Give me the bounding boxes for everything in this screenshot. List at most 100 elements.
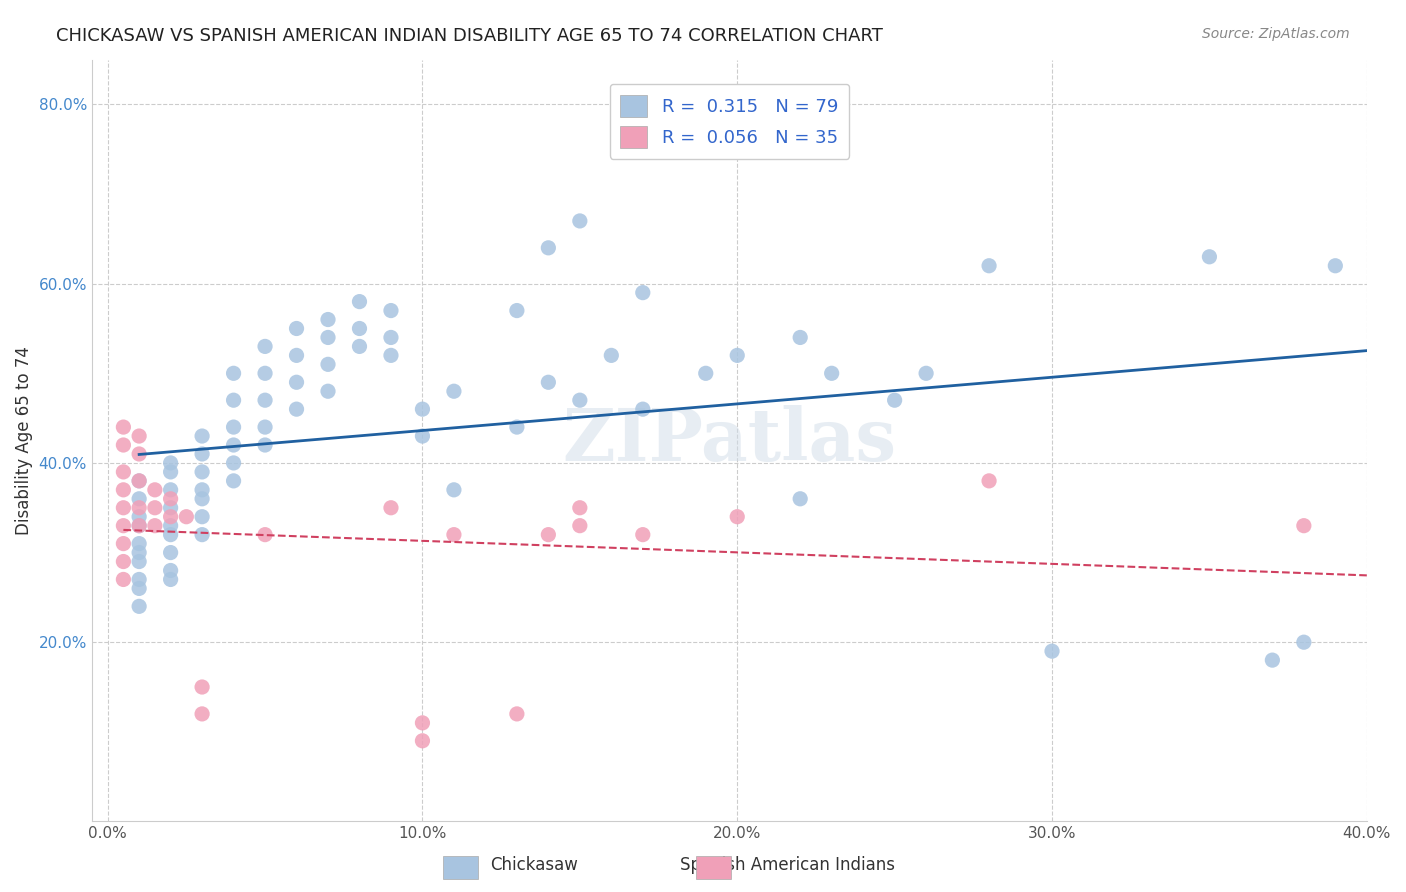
- Point: [159, 573, 181, 587]
- Point: [128, 429, 150, 443]
- Point: [112, 438, 135, 452]
- Point: [222, 438, 245, 452]
- Point: [789, 491, 811, 506]
- Point: [537, 376, 560, 390]
- Point: [411, 429, 433, 443]
- Point: [191, 465, 214, 479]
- Point: [128, 518, 150, 533]
- Point: [159, 491, 181, 506]
- Point: [254, 420, 277, 434]
- Point: [254, 367, 277, 381]
- Point: [191, 429, 214, 443]
- Point: [112, 518, 135, 533]
- Point: [112, 536, 135, 550]
- Point: [112, 573, 135, 587]
- Point: [380, 330, 402, 344]
- Point: [128, 509, 150, 524]
- Point: [568, 393, 591, 408]
- Point: [316, 384, 339, 399]
- Point: [631, 527, 654, 541]
- Point: [128, 500, 150, 515]
- Point: [443, 527, 465, 541]
- Point: [128, 545, 150, 559]
- Legend: R =  0.315   N = 79, R =  0.056   N = 35: R = 0.315 N = 79, R = 0.056 N = 35: [610, 84, 849, 159]
- Point: [222, 367, 245, 381]
- Point: [316, 330, 339, 344]
- Point: [411, 715, 433, 730]
- Point: [349, 321, 371, 335]
- Text: Source: ZipAtlas.com: Source: ZipAtlas.com: [1202, 27, 1350, 41]
- Point: [1292, 518, 1315, 533]
- Point: [128, 474, 150, 488]
- Point: [380, 500, 402, 515]
- Point: [316, 357, 339, 371]
- Point: [222, 474, 245, 488]
- Point: [143, 500, 166, 515]
- Point: [159, 527, 181, 541]
- Point: [159, 465, 181, 479]
- Point: [159, 483, 181, 497]
- Point: [143, 483, 166, 497]
- Point: [1198, 250, 1220, 264]
- Point: [1040, 644, 1063, 658]
- Point: [159, 509, 181, 524]
- Point: [631, 285, 654, 300]
- Point: [506, 420, 529, 434]
- Point: [411, 733, 433, 747]
- Point: [191, 680, 214, 694]
- Point: [222, 420, 245, 434]
- Point: [1292, 635, 1315, 649]
- Point: [191, 527, 214, 541]
- Point: [285, 402, 308, 417]
- Point: [254, 438, 277, 452]
- Point: [191, 491, 214, 506]
- Point: [128, 555, 150, 569]
- Point: [380, 303, 402, 318]
- Point: [568, 500, 591, 515]
- Point: [411, 402, 433, 417]
- Point: [1324, 259, 1347, 273]
- Point: [222, 393, 245, 408]
- Y-axis label: Disability Age 65 to 74: Disability Age 65 to 74: [15, 346, 32, 535]
- Point: [349, 339, 371, 353]
- Point: [112, 465, 135, 479]
- Point: [128, 474, 150, 488]
- Point: [977, 474, 1000, 488]
- Point: [191, 483, 214, 497]
- Point: [537, 241, 560, 255]
- Point: [883, 393, 905, 408]
- Point: [222, 456, 245, 470]
- Point: [789, 330, 811, 344]
- Point: [537, 527, 560, 541]
- Text: ZIPatlas: ZIPatlas: [562, 405, 897, 476]
- Point: [821, 367, 844, 381]
- Point: [159, 518, 181, 533]
- Point: [506, 706, 529, 721]
- Point: [285, 348, 308, 362]
- Point: [254, 339, 277, 353]
- Point: [254, 393, 277, 408]
- Point: [128, 491, 150, 506]
- Point: [725, 509, 748, 524]
- Text: CHICKASAW VS SPANISH AMERICAN INDIAN DISABILITY AGE 65 TO 74 CORRELATION CHART: CHICKASAW VS SPANISH AMERICAN INDIAN DIS…: [56, 27, 883, 45]
- Point: [176, 509, 198, 524]
- Text: Spanish American Indians: Spanish American Indians: [681, 856, 894, 874]
- Point: [112, 555, 135, 569]
- Point: [568, 518, 591, 533]
- Point: [380, 348, 402, 362]
- Point: [915, 367, 938, 381]
- Point: [159, 500, 181, 515]
- Point: [631, 402, 654, 417]
- Point: [568, 214, 591, 228]
- Text: Chickasaw: Chickasaw: [491, 856, 578, 874]
- Point: [443, 384, 465, 399]
- Point: [128, 573, 150, 587]
- Point: [191, 706, 214, 721]
- Point: [191, 447, 214, 461]
- Point: [600, 348, 623, 362]
- Point: [977, 259, 1000, 273]
- Point: [285, 376, 308, 390]
- Point: [159, 564, 181, 578]
- Point: [128, 582, 150, 596]
- Point: [128, 599, 150, 614]
